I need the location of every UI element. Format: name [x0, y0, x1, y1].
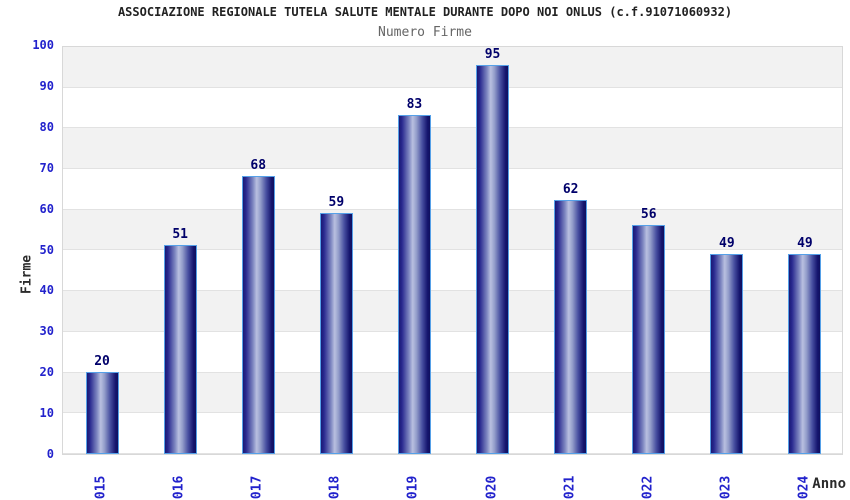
y-tick-label: 100: [32, 38, 54, 52]
plot-band: [63, 128, 842, 170]
x-tick-label: 2015: [93, 475, 109, 500]
y-tick-label: 30: [39, 324, 54, 339]
bar-value-label: 49: [719, 236, 735, 251]
bar-value-label: 68: [250, 158, 267, 173]
bar-2018: [319, 213, 353, 454]
x-tick-label: 2020: [484, 475, 500, 500]
bar-value-label: 20: [94, 354, 110, 369]
bar-slot: 95: [454, 47, 532, 454]
y-tick-label: 90: [39, 78, 54, 93]
y-tick-label: 10: [39, 406, 54, 421]
bar-slot: 59: [297, 47, 375, 454]
y-tick-label: 20: [39, 365, 54, 380]
bar-2020: [476, 65, 510, 454]
bar-value-label: 95: [484, 47, 501, 62]
bar-2022: [632, 225, 666, 454]
bar-2019: [397, 115, 431, 454]
bar-2021: [554, 200, 588, 454]
bar-2016: [163, 245, 197, 454]
plot-band: [63, 87, 842, 129]
bar-slot: 20: [63, 47, 141, 454]
plot-area: 20 51 68 59 83 95 62 56 49 49: [62, 46, 843, 455]
bar-2023: [710, 254, 744, 454]
y-tick-label: 70: [39, 160, 54, 175]
chart-title: ASSOCIAZIONE REGIONALE TUTELA SALUTE MEN…: [117, 5, 733, 19]
x-tick-label: 2017: [249, 475, 265, 500]
bar-value-label: 49: [797, 236, 813, 251]
x-tick-label: 2023: [718, 475, 734, 500]
bar-slot: 49: [688, 47, 766, 454]
y-tick-label: 60: [39, 201, 54, 216]
bar-2015: [85, 372, 119, 454]
bar-slot: 49: [766, 47, 844, 454]
bar-2017: [241, 176, 275, 454]
bar-slot: 83: [375, 47, 453, 454]
y-tick-label: 0: [46, 447, 54, 461]
bar-value-label: 59: [328, 195, 345, 210]
plot-band: [63, 47, 842, 88]
x-tick-label: 2016: [171, 475, 187, 500]
plot-band: [63, 209, 842, 251]
chart-subtitle: Numero Firme: [378, 25, 472, 40]
bar-slot: 56: [610, 47, 688, 454]
bar-2024: [788, 254, 822, 454]
y-tick-label: 40: [39, 283, 54, 298]
x-tick-label: 2018: [327, 475, 343, 500]
x-tick-label: 2019: [405, 475, 421, 500]
x-tick-label: 2021: [562, 475, 578, 500]
bar-value-label: 83: [406, 97, 423, 112]
bar-value-label: 56: [640, 207, 657, 222]
x-tick-label: 2022: [640, 475, 656, 500]
bar-slot: 68: [219, 47, 297, 454]
x-axis-label: Anno: [812, 476, 846, 492]
bar-slot: 62: [532, 47, 610, 454]
y-tick-label: 50: [39, 242, 54, 257]
plot-band: [63, 169, 842, 210]
bar-slot: 51: [141, 47, 219, 454]
y-tick-label: 80: [39, 119, 54, 134]
bar-value-label: 62: [562, 182, 579, 197]
bar-value-label: 51: [172, 227, 188, 242]
